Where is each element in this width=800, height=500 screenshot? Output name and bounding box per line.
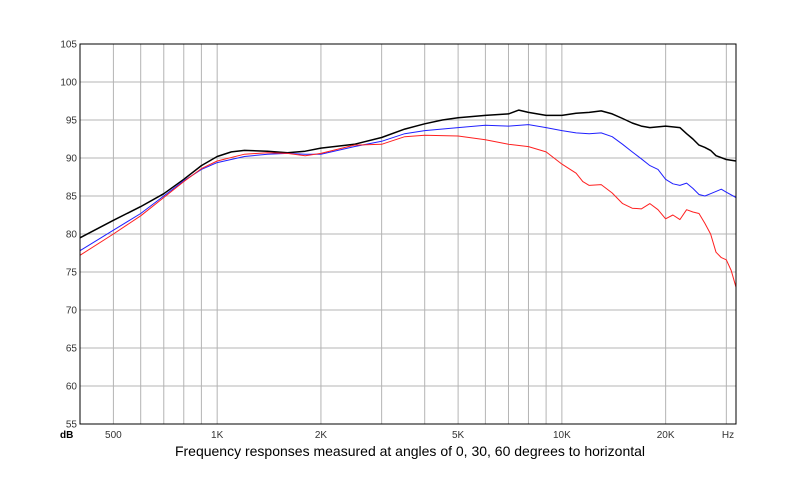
x-unit-label: Hz xyxy=(722,430,734,441)
y-tick-label: 95 xyxy=(66,116,78,127)
series-line-60deg xyxy=(79,134,737,288)
x-tick-label: 2K xyxy=(315,430,328,441)
y-tick-label: 75 xyxy=(66,268,78,279)
y-tick-label: 85 xyxy=(66,192,78,203)
y-tick-label: 80 xyxy=(66,230,78,241)
series-lines xyxy=(79,109,737,288)
grid-lines xyxy=(80,43,736,425)
y-unit-label: dB xyxy=(60,430,73,441)
y-tick-label: 55 xyxy=(66,420,78,431)
y-tick-label: 70 xyxy=(66,306,78,317)
series-line-30deg xyxy=(79,124,737,252)
x-tick-label: 1K xyxy=(211,430,224,441)
chart-caption: Frequency responses measured at angles o… xyxy=(175,443,645,459)
series-line-0deg xyxy=(79,109,737,239)
x-tick-label: 5K xyxy=(452,430,465,441)
y-tick-label: 105 xyxy=(60,40,77,51)
x-tick-label: 20K xyxy=(657,430,675,441)
x-tick-labels: 500 1K 2K 5K 10K 20K xyxy=(105,430,675,441)
x-tick-label: 10K xyxy=(553,430,571,441)
y-tick-label: 60 xyxy=(66,382,78,393)
y-tick-label: 65 xyxy=(66,344,78,355)
y-tick-labels: 55 60 65 70 75 80 85 90 95 100 105 xyxy=(60,40,77,431)
y-tick-label: 90 xyxy=(66,154,78,165)
plot-frame xyxy=(79,43,737,425)
y-tick-label: 100 xyxy=(60,78,77,89)
x-tick-label: 500 xyxy=(105,430,122,441)
